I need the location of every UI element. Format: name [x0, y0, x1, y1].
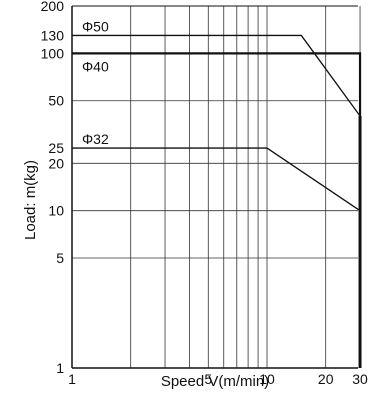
x-tick-20: 20	[318, 371, 334, 387]
series-label-0: Φ50	[82, 18, 109, 34]
y-tick-100: 100	[41, 45, 65, 61]
y-tick-20: 20	[48, 155, 64, 171]
y-tick-25: 25	[48, 140, 64, 156]
series-labels: Φ50 Φ40 Φ32	[82, 18, 109, 147]
y-tick-200: 200	[41, 0, 65, 14]
y-tick-5: 5	[56, 250, 64, 266]
x-tick-labels: 1 5 10 20 30	[68, 371, 368, 387]
x-axis-label: Speed V(m/min)	[161, 373, 269, 390]
y-tick-1: 1	[56, 360, 64, 376]
y-axis-label: Load: m(kg)	[22, 160, 39, 240]
x-tick-1: 1	[68, 371, 76, 387]
grid-lines	[72, 5, 361, 368]
y-tick-10: 10	[48, 203, 64, 219]
series-label-2: Φ32	[82, 131, 109, 147]
series-line-0	[72, 34, 361, 117]
y-tick-50: 50	[48, 93, 64, 109]
series-lines	[72, 34, 362, 368]
series-label-1: Φ40	[82, 58, 109, 74]
series-line-2	[72, 147, 361, 212]
y-tick-130: 130	[41, 27, 65, 43]
x-tick-5: 5	[204, 371, 212, 387]
x-tick-30: 30	[352, 371, 368, 387]
x-tick-10: 10	[259, 371, 275, 387]
plot-frame	[71, 5, 358, 369]
